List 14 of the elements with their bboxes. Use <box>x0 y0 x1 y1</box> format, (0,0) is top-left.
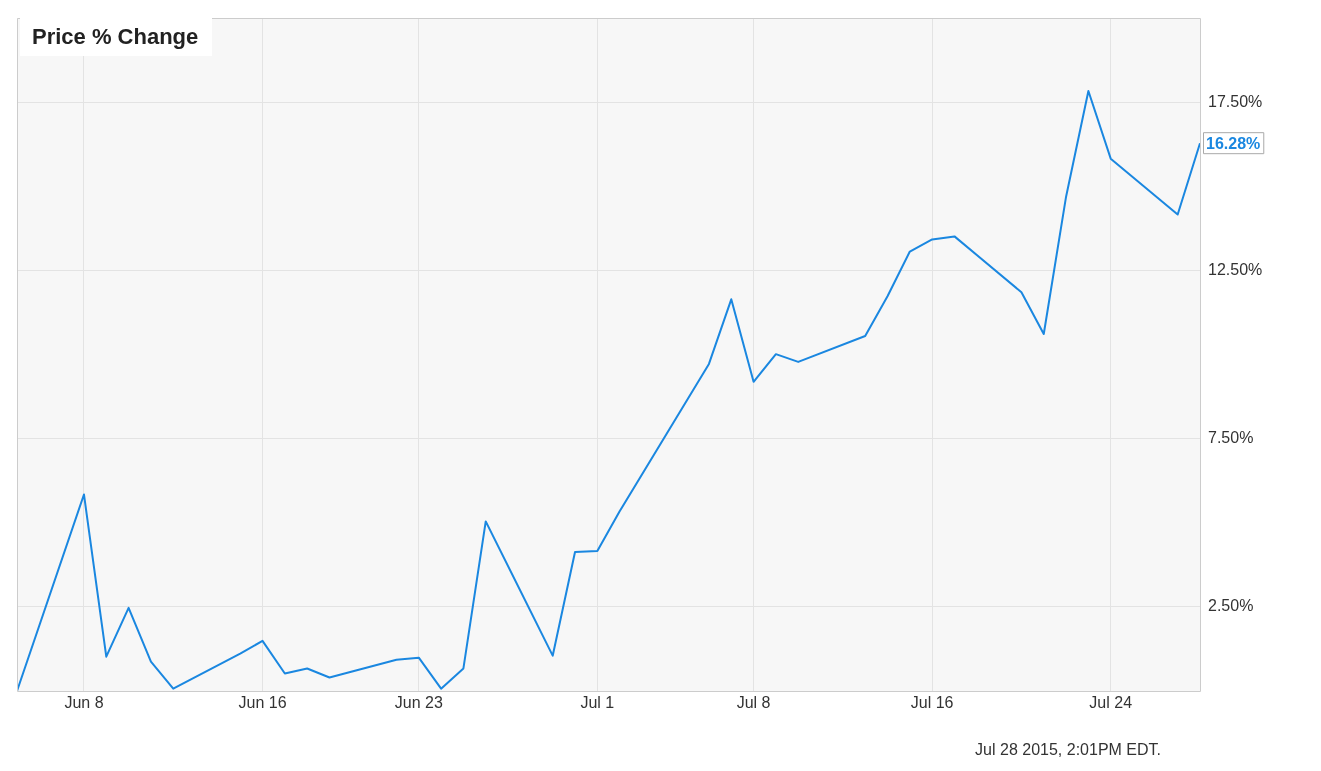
x-tick-label: Jul 1 <box>580 694 615 712</box>
chart-title: Price % Change <box>20 18 213 56</box>
y-tick-label: 2.50% <box>1208 597 1254 615</box>
x-tick-label: Jun 16 <box>238 694 287 712</box>
x-tick-label: Jun 8 <box>64 694 104 712</box>
data-label: 16.28% <box>1206 134 1261 152</box>
x-tick-label: Jul 24 <box>1089 694 1133 712</box>
text: Jul 28 2015, 2:01PM EDT. <box>975 741 1161 759</box>
y-tick-label: 7.50% <box>1208 429 1254 447</box>
x-tick-label: Jul 8 <box>736 694 771 712</box>
y-tick-label: 12.50% <box>1208 260 1263 278</box>
y-tick-label: 17.50% <box>1208 92 1263 110</box>
x-tick-label: Jul 16 <box>910 694 954 712</box>
x-tick-label: Jun 23 <box>394 694 443 712</box>
